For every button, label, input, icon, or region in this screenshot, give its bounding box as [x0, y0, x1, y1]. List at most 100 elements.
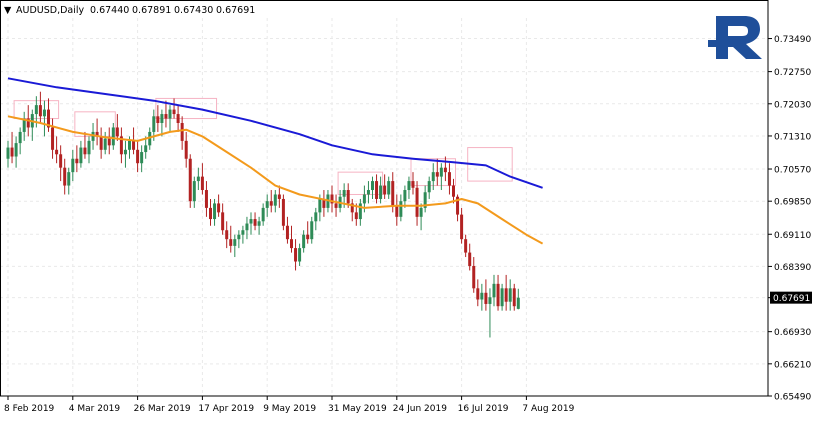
candle-body: [407, 181, 411, 191]
candle-body: [38, 105, 42, 117]
y-tick-label: 0.66210: [774, 360, 811, 370]
candle-body: [237, 234, 241, 240]
candle-body: [512, 288, 516, 307]
candle-body: [387, 181, 391, 195]
x-tick-label: 8 Feb 2019: [4, 404, 55, 414]
candle-body: [209, 207, 212, 220]
candle-body: [257, 221, 261, 226]
symbol-menu-icon[interactable]: ▼: [4, 5, 12, 16]
candle-body: [152, 116, 156, 132]
y-tick-label: 0.71310: [774, 132, 811, 142]
candle-body: [294, 248, 298, 262]
candle-body: [500, 288, 504, 307]
grid: [0, 18, 768, 397]
candle-body: [172, 109, 176, 115]
candle-body: [241, 230, 245, 235]
candle-body: [488, 297, 492, 304]
candle-body: [306, 234, 310, 240]
candle-body: [456, 196, 460, 215]
candle-body: [148, 131, 152, 146]
candle-body: [318, 198, 322, 213]
candle-body: [249, 219, 253, 224]
candle-body: [447, 172, 451, 186]
candle-body: [427, 181, 431, 193]
y-tick-label: 0.72750: [774, 68, 811, 78]
x-tick-label: 16 Jul 2019: [458, 404, 509, 414]
candle-body: [180, 123, 184, 141]
candle-body: [371, 181, 374, 191]
candle-body: [55, 149, 59, 155]
ohlc-open: 0.67440: [90, 5, 129, 16]
candle-body: [188, 158, 192, 202]
candle-body: [314, 212, 318, 222]
x-tick-label: 17 Apr 2019: [198, 404, 254, 414]
candle-body: [435, 172, 439, 177]
current-price-label: 0.67691: [773, 294, 810, 304]
candle-body: [419, 207, 423, 217]
axes: 0.73490 0.72750 0.72030 0.71310 0.70570 0.698…: [0, 0, 812, 414]
candle-body: [334, 203, 338, 208]
candle-body: [140, 152, 144, 164]
candle-body: [273, 194, 277, 206]
candle-body: [144, 145, 148, 153]
y-tick-label: 0.69110: [774, 231, 811, 241]
candle-body: [379, 185, 383, 199]
x-tick-label: 26 Mar 2019: [134, 404, 191, 414]
moving-averages: [7, 77, 544, 245]
candle-body: [87, 140, 91, 155]
chart-header: ▼ AUDUSD,Daily 0.67440 0.67891 0.67430 0…: [4, 5, 255, 16]
candle-body: [342, 190, 346, 197]
fast-moving-average-line: [7, 115, 544, 245]
candle-body: [63, 167, 67, 186]
current-price-tag: [770, 291, 812, 304]
candle-body: [22, 118, 26, 132]
candle-body: [496, 283, 500, 307]
y-tick-label: 0.73490: [774, 35, 811, 45]
candle-body: [508, 288, 512, 302]
candle-body: [229, 239, 233, 246]
x-tick-label: 31 May 2019: [328, 404, 387, 414]
ohlc-high: 0.67891: [132, 5, 171, 16]
candle-body: [285, 225, 289, 240]
candle-body: [95, 131, 99, 137]
x-tick-label: 9 May 2019: [263, 404, 316, 414]
candle-body: [261, 207, 265, 222]
candle-body: [192, 181, 196, 202]
candle-body: [330, 194, 334, 204]
slow-moving-average-line: [7, 77, 543, 189]
candle-body: [111, 127, 115, 146]
candle-body: [200, 176, 204, 191]
candle-body: [103, 138, 107, 150]
candle-body: [431, 172, 435, 182]
candle-body: [277, 194, 281, 199]
candle-body: [136, 149, 140, 164]
candle-body: [269, 201, 273, 206]
candle-body: [221, 212, 225, 231]
candle-body: [71, 158, 75, 173]
candle-body: [83, 147, 87, 155]
candle-body: [196, 176, 200, 182]
candles: [6, 91, 520, 338]
candle-body: [354, 212, 358, 220]
symbol-timeframe-label: AUDUSD,Daily: [16, 5, 85, 16]
candle-body: [399, 201, 403, 217]
candle-body: [504, 288, 508, 302]
candle-body: [516, 297, 520, 309]
candle-body: [233, 239, 237, 246]
candle-body: [464, 239, 468, 253]
candle-body: [245, 223, 249, 231]
candle-body: [460, 214, 464, 240]
ohlc-low: 0.67430: [174, 5, 213, 16]
candle-body: [213, 203, 217, 220]
y-tick-label: 0.65490: [774, 393, 811, 403]
candle-body: [302, 234, 306, 249]
candle-body: [160, 114, 164, 123]
candle-body: [119, 136, 123, 155]
resistance-zone-box: [337, 171, 384, 195]
candle-body: [452, 185, 455, 197]
candle-body: [395, 205, 399, 217]
candle-body: [492, 283, 496, 298]
candle-body: [107, 138, 111, 146]
